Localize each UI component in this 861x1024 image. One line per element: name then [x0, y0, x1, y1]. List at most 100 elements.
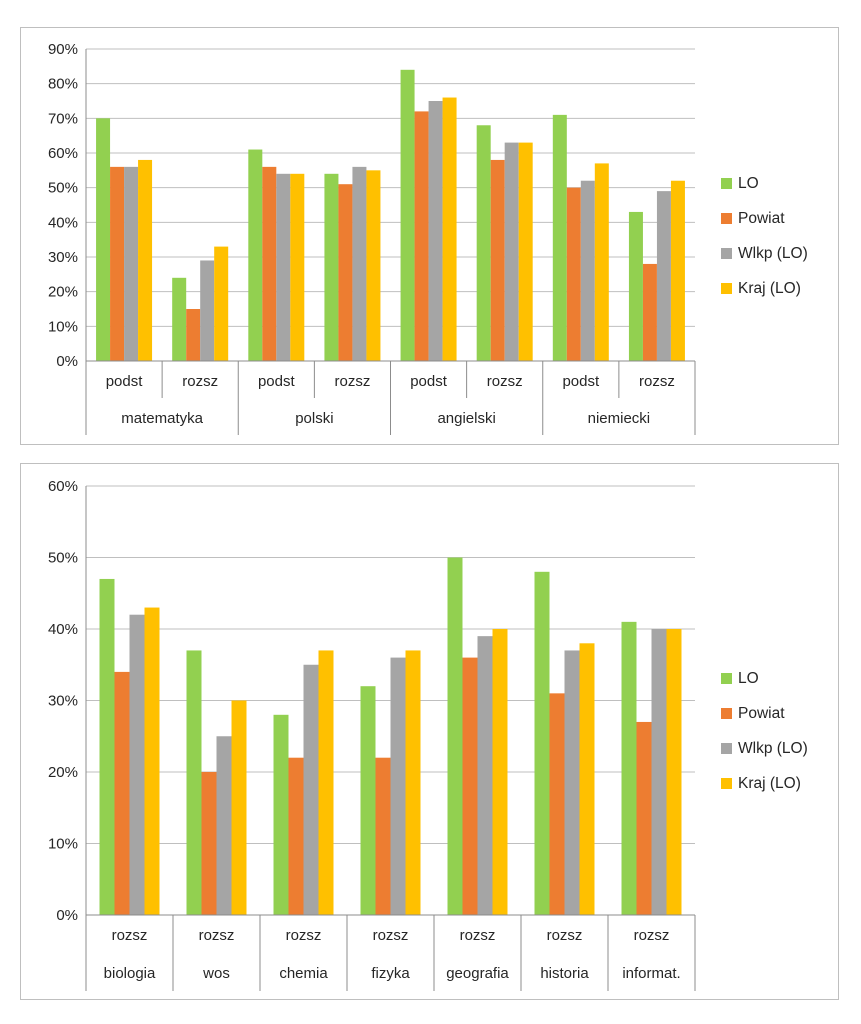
y-tick-label: 20% — [48, 284, 78, 301]
bar-powiat — [186, 309, 201, 361]
x-group-label: informat. — [622, 965, 680, 982]
legend-label: LO — [738, 669, 759, 687]
legend-item: Wlkp (LO) — [721, 731, 808, 766]
y-tick-label: 80% — [48, 76, 78, 93]
x-category-label: rozsz — [460, 927, 496, 944]
bar-wlkp-lo — [580, 180, 595, 361]
x-group-label: geografia — [446, 965, 509, 982]
bar-kraj-lo — [492, 629, 508, 915]
x-group-label: fizyka — [371, 965, 410, 982]
legend-label: Kraj (LO) — [738, 279, 801, 297]
x-category-label: podst — [258, 373, 296, 390]
legend-item: Powiat — [721, 201, 808, 236]
bar-lo — [273, 714, 289, 915]
bar-lo — [360, 686, 376, 915]
bar-lo — [400, 69, 415, 362]
bar-kraj-lo — [442, 97, 457, 362]
x-group-label: niemiecki — [588, 410, 651, 427]
chart-2-legend: LO Powiat Wlkp (LO) Kraj (LO) — [721, 661, 808, 801]
legend-item: Kraj (LO) — [721, 271, 808, 306]
bar-powiat — [338, 184, 353, 361]
bar-wlkp-lo — [216, 736, 232, 915]
bar-wlkp-lo — [303, 664, 319, 915]
bar-lo — [248, 149, 263, 361]
bar-wlkp-lo — [428, 101, 443, 361]
bar-kraj-lo — [231, 700, 247, 915]
bar-lo — [99, 578, 115, 915]
bar-powiat — [262, 166, 277, 361]
bar-lo — [172, 277, 187, 361]
bar-kraj-lo — [666, 629, 682, 915]
bar-wlkp-lo — [564, 650, 580, 915]
bar-wlkp-lo — [504, 142, 519, 361]
y-tick-label: 60% — [48, 145, 78, 162]
bar-powiat — [636, 721, 652, 915]
bar-kraj-lo — [670, 180, 685, 361]
y-tick-label: 50% — [48, 550, 78, 567]
legend-label: Wlkp (LO) — [738, 244, 808, 262]
x-category-label: podst — [562, 373, 600, 390]
bar-wlkp-lo — [656, 191, 671, 361]
x-group-label: polski — [295, 410, 333, 427]
x-group-label: historia — [540, 965, 589, 982]
legend-item: Wlkp (LO) — [721, 236, 808, 271]
x-group-label: matematyka — [121, 410, 203, 427]
chart-panel-2: 0% 10% 20% 30% 40% 50% 60% rozsz rozsz rozsz rozsz… — [20, 463, 839, 1000]
chart-1-legend: LO Powiat Wlkp (LO) Kraj (LO) — [721, 166, 808, 306]
bar-kraj-lo — [214, 246, 229, 361]
legend-item: Powiat — [721, 696, 808, 731]
x-category-label: rozsz — [547, 927, 583, 944]
legend-item: LO — [721, 166, 808, 201]
bar-powiat — [414, 111, 429, 362]
y-tick-label: 50% — [48, 180, 78, 197]
x-category-label: rozsz — [639, 373, 675, 390]
bar-kraj-lo — [144, 607, 160, 915]
bar-powiat — [110, 166, 125, 361]
bar-wlkp-lo — [390, 657, 406, 915]
chart-2-plot: 0% 10% 20% 30% 40% 50% 60% rozsz rozsz rozsz rozsz… — [48, 478, 696, 991]
x-group-label: angielski — [437, 410, 495, 427]
y-tick-label: 70% — [48, 110, 78, 127]
x-category-label: rozsz — [199, 927, 235, 944]
legend-swatch — [721, 213, 732, 224]
legend-item: LO — [721, 661, 808, 696]
y-tick-label: 40% — [48, 214, 78, 231]
chart-1-plot: 0% 10% 20% 30% 40% 50% 60% 70% 80% 90% podst rozsz p… — [48, 41, 696, 435]
bar-kraj-lo — [366, 170, 381, 361]
legend-swatch — [721, 743, 732, 754]
bar-kraj-lo — [290, 173, 305, 361]
bar-lo — [534, 571, 550, 915]
x-group-label: wos — [202, 965, 230, 982]
legend-swatch — [721, 708, 732, 719]
bar-kraj-lo — [405, 650, 421, 915]
bar-wlkp-lo — [276, 173, 291, 361]
legend-swatch — [721, 778, 732, 789]
bar-lo — [476, 125, 491, 362]
x-category-label: rozsz — [487, 373, 523, 390]
legend-label: Wlkp (LO) — [738, 739, 808, 757]
bar-kraj-lo — [594, 163, 609, 361]
x-category-label: rozsz — [634, 927, 670, 944]
bar-wlkp-lo — [200, 260, 215, 361]
legend-swatch — [721, 248, 732, 259]
x-group-label: biologia — [104, 965, 156, 982]
y-tick-label: 0% — [56, 353, 78, 370]
x-category-label: rozsz — [286, 927, 322, 944]
bar-powiat — [114, 671, 130, 915]
bar-powiat — [490, 159, 505, 361]
bar-lo — [552, 114, 567, 361]
y-tick-label: 30% — [48, 693, 78, 710]
bar-wlkp-lo — [352, 166, 367, 361]
bar-kraj-lo — [318, 650, 334, 915]
chart-panel-1: 0% 10% 20% 30% 40% 50% 60% 70% 80% 90% podst rozsz p… — [20, 27, 839, 445]
bar-wlkp-lo — [124, 166, 139, 361]
x-category-label: podst — [106, 373, 144, 390]
legend-swatch — [721, 673, 732, 684]
legend-label: Kraj (LO) — [738, 774, 801, 792]
bar-powiat — [566, 187, 581, 361]
bar-lo — [324, 173, 339, 361]
y-tick-label: 0% — [56, 907, 78, 924]
legend-label: Powiat — [738, 704, 785, 722]
bar-powiat — [549, 693, 565, 915]
x-category-label: rozsz — [373, 927, 409, 944]
